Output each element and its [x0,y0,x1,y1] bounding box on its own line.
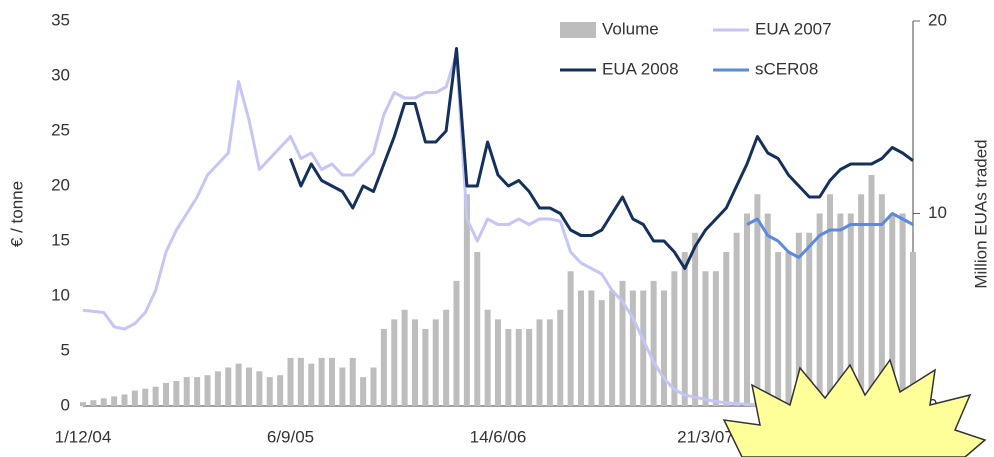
volume-bar [734,233,740,406]
volume-bar [516,329,522,406]
volume-bar [391,319,397,406]
volume-bar [215,371,221,406]
volume-bar [142,389,148,406]
y-tick-label: 15 [51,230,70,249]
volume-bar [173,381,179,406]
volume-bar [630,291,636,407]
volume-bar [786,252,792,406]
y-tick-label: 10 [51,285,70,304]
volume-bar [640,291,646,407]
volume-bar [817,214,823,407]
volume-bar [723,252,729,406]
volume-bar [205,375,211,406]
volume-bar [682,252,688,406]
volume-bar [547,319,553,406]
legend-label: EUA 2007 [755,19,832,38]
legend-label: sCER08 [755,59,818,78]
volume-bar [350,358,356,406]
volume-bar [568,271,574,406]
volume-bar [869,175,875,406]
chart: € / tonne Million EUAs traded 0 5 10 15 20 25… [0,0,994,457]
volume-bar [526,329,532,406]
volume-bar [713,271,719,406]
volume-bar [308,364,314,406]
volume-bar [277,375,283,406]
volume-bar [381,329,387,406]
legend-label: EUA 2008 [602,59,679,78]
volume-bar [122,394,128,406]
volume-bar [474,252,480,406]
volume-bar [101,398,107,406]
volume-bar [319,358,325,406]
volume-bar [90,400,96,406]
volume-bar [900,214,906,407]
x-tick-label: 6/9/05 [267,427,314,446]
volume-bar [578,291,584,407]
volume-bar [557,310,563,406]
y-tick-label: 35 [51,10,70,29]
volume-bar [485,310,491,406]
volume-bar [651,281,657,406]
x-tick-label: 21/3/07 [677,427,734,446]
y2-tick-label: 20 [928,10,947,29]
volume-bar [433,319,439,406]
y-tick-label: 0 [61,395,70,414]
volume-bar [225,368,231,407]
volume-bar [132,391,138,406]
volume-bar [402,310,408,406]
volume-bar [495,319,501,406]
volume-bar [692,233,698,406]
y-tick-label: 25 [51,120,70,139]
legend-swatch [560,22,596,38]
volume-bar [744,214,750,407]
volume-bar [111,396,117,406]
volume-bar [703,271,709,406]
volume-bar [371,368,377,407]
starburst [724,360,985,457]
volume-bar [537,319,543,406]
volume-bar [256,371,262,406]
volume-bar [163,383,169,406]
volume-bar [505,329,511,406]
volume-bar [236,364,242,406]
volume-bar [765,214,771,407]
volume-bar [599,300,605,406]
volume-bar [153,387,159,406]
volume-bar [588,291,594,407]
page: {"chart_data": {"type": "line", "y_label… [0,0,994,457]
x-tick-label: 1/12/04 [55,427,112,446]
y-tick-label: 30 [51,65,70,84]
volume-bar [267,377,273,406]
volume-bar [194,377,200,406]
volume-bar [454,281,460,406]
volume-bar [422,329,428,406]
volume-bar [775,252,781,406]
volume-bar [298,358,304,406]
volume-bar [754,194,760,406]
volume-bar [339,368,345,407]
volume-bar [661,291,667,407]
y-tick-label: 5 [61,340,70,359]
volume-bar [184,377,190,406]
volume-bar [288,358,294,406]
volume-bar [80,402,86,406]
volume-bar [412,319,418,406]
y-axis-label: € / tonne [7,181,26,247]
volume-bar [246,368,252,407]
volume-bar [443,310,449,406]
legend-label: Volume [602,19,659,38]
volume-bar [858,194,864,406]
y2-axis-label: Million EUAs traded [971,139,990,288]
volume-bar [360,377,366,406]
volume-bar [329,358,335,406]
x-tick-label: 14/6/06 [470,427,527,446]
y-tick-label: 20 [51,175,70,194]
y2-tick-label: 10 [928,203,947,222]
volume-bar [827,194,833,406]
volume-bar [609,291,615,407]
